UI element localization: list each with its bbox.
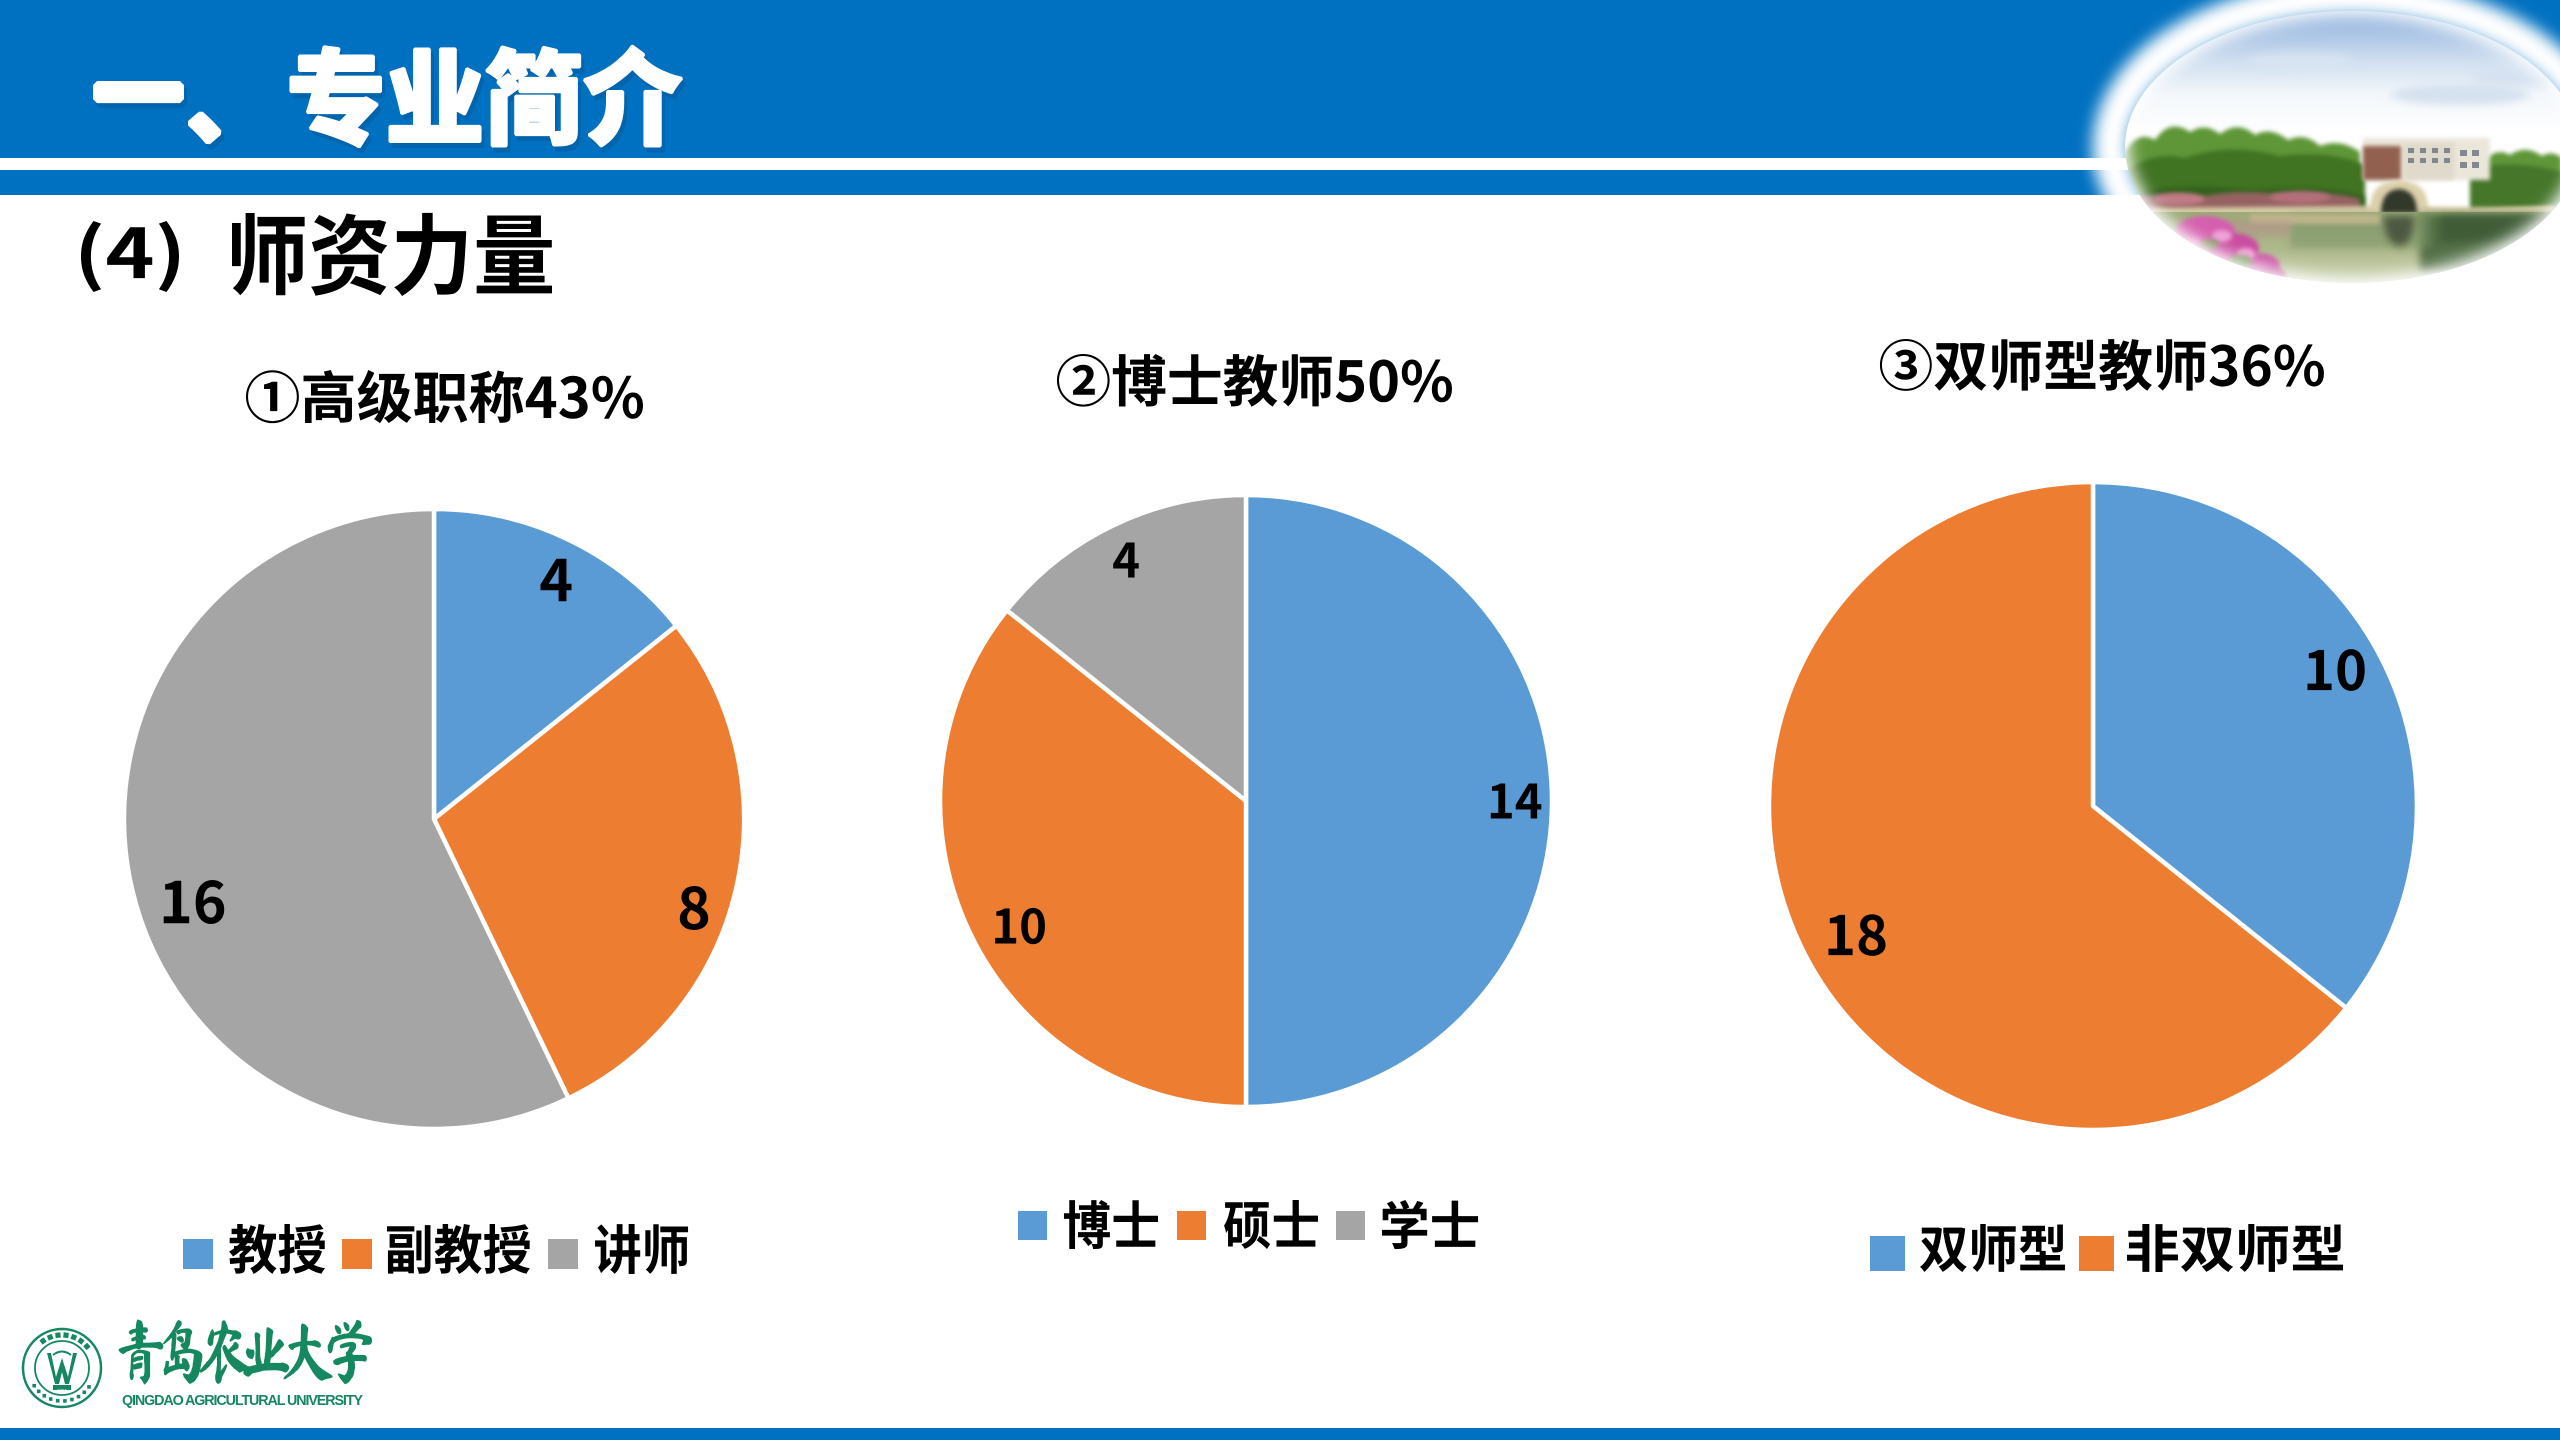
- svg-text:1951: 1951: [57, 1388, 68, 1393]
- svg-text:QINGDAO AGRICULTURAL UNIVERSIT: QINGDAO AGRICULTURAL UNIVERSITY: [122, 1393, 363, 1409]
